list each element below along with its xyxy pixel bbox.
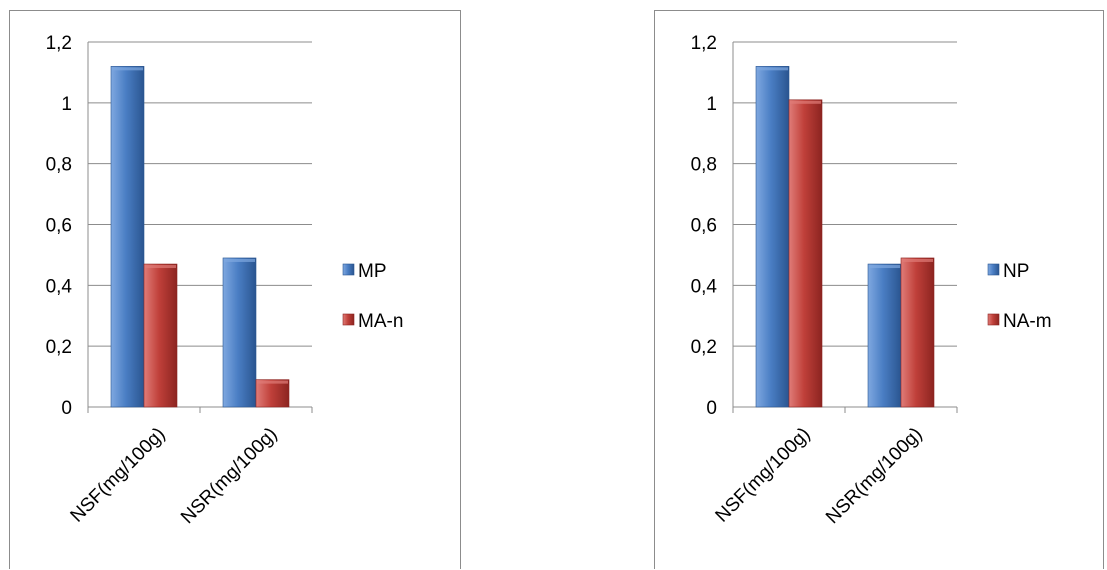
- bar-mp-2: [222, 257, 257, 408]
- legend-label: NA-m: [1003, 311, 1052, 332]
- bar-ma-n-1: [143, 263, 178, 408]
- bar-np-1: [755, 66, 790, 408]
- legend-swatch: [987, 263, 1000, 276]
- bar-chart-left: 0 0,2 0,4 0,6 0,8 1 1,2 NSF(mg/100g) NSR(mg/100g…: [46, 33, 404, 528]
- x-tick-label: NSR(mg/100g): [822, 424, 926, 528]
- y-tick-label: 0,6: [691, 216, 717, 237]
- y-tick-label: 0,8: [46, 155, 72, 176]
- y-tick-label: 1,2: [691, 33, 717, 54]
- x-tick-label: NSF(mg/100g): [712, 424, 815, 527]
- bar-highlight: [112, 67, 143, 71]
- bar-np-2: [867, 263, 902, 408]
- y-tick-label: 1: [706, 94, 717, 115]
- legend-swatch: [342, 313, 355, 326]
- y-tick-label: 0,2: [46, 337, 72, 358]
- y-tick-label: 0,2: [691, 337, 717, 358]
- legend-swatch: [342, 263, 355, 276]
- bar-na-m-1: [788, 99, 823, 408]
- bar-chart-right: 0 0,2 0,4 0,6 0,8 1 1,2 NSF(mg/100g) NSR(mg/100g…: [691, 33, 1052, 528]
- y-tick-label: 0: [61, 398, 72, 419]
- x-tick-label: NSR(mg/100g): [177, 424, 281, 528]
- legend-label: MP: [358, 261, 387, 282]
- bar-highlight: [757, 67, 788, 71]
- bar-highlight: [790, 100, 821, 104]
- y-tick-label: 0: [706, 398, 717, 419]
- bar-highlight: [869, 265, 900, 269]
- y-tick-label: 1: [61, 94, 72, 115]
- bar-highlight: [145, 265, 176, 269]
- bar-highlight: [902, 258, 933, 262]
- chart-panel-left: 0 0,2 0,4 0,6 0,8 1 1,2 NSF(mg/100g) NSR(mg/100g…: [9, 10, 461, 569]
- bar-na-m-2: [900, 257, 935, 408]
- bar-ma-n-2: [255, 379, 290, 408]
- bar-mp-1: [110, 66, 145, 408]
- y-tick-label: 0,6: [46, 216, 72, 237]
- bar-highlight: [224, 258, 255, 262]
- bar-highlight: [257, 380, 288, 384]
- y-tick-label: 0,4: [46, 276, 73, 297]
- legend-label: NP: [1003, 261, 1029, 282]
- chart-panel-right: 0 0,2 0,4 0,6 0,8 1 1,2 NSF(mg/100g) NSR(mg/100g…: [654, 10, 1104, 569]
- legend-swatch: [987, 313, 1000, 326]
- y-tick-label: 0,4: [691, 276, 718, 297]
- x-tick-label: NSF(mg/100g): [67, 424, 170, 527]
- y-tick-label: 0,8: [691, 155, 717, 176]
- legend-label: MA-n: [358, 311, 403, 332]
- y-tick-label: 1,2: [46, 33, 72, 54]
